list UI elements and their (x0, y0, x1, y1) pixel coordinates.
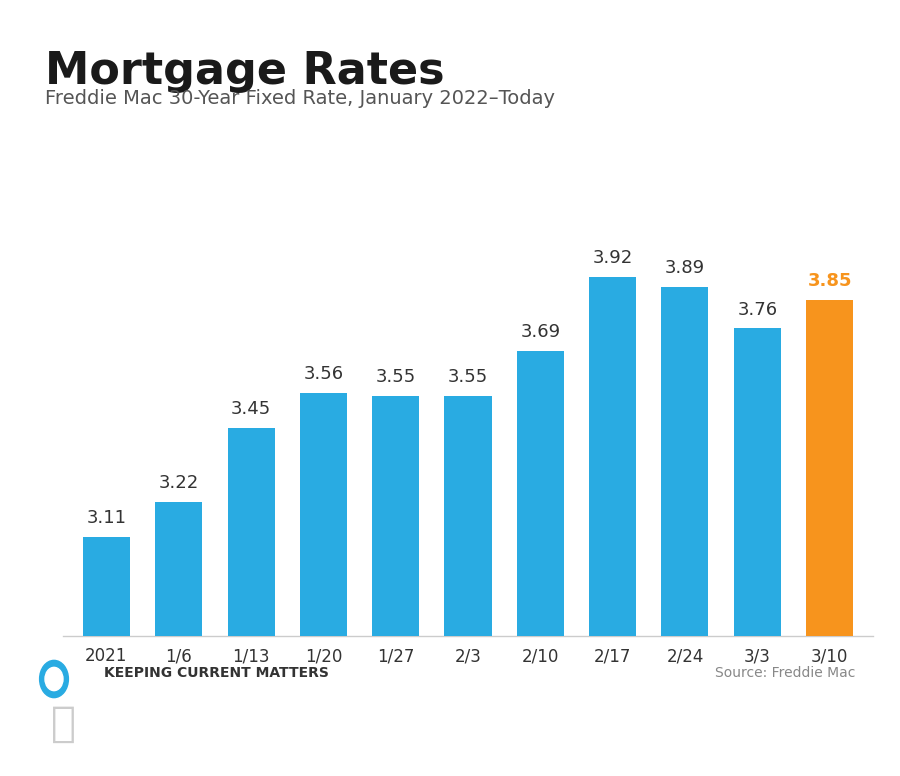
Text: www.RealtorMikeMahoney.com: www.RealtorMikeMahoney.com (392, 726, 648, 745)
Bar (734, 328, 781, 776)
Bar (373, 396, 419, 776)
Text: 👤: 👤 (50, 702, 76, 745)
Bar (806, 300, 853, 776)
Text: Freddie Mac 30-Year Fixed Rate, January 2022–Today: Freddie Mac 30-Year Fixed Rate, January … (45, 89, 555, 108)
Text: 3.89: 3.89 (665, 259, 705, 277)
Text: 3.85: 3.85 (807, 272, 852, 290)
Text: Century 21: Century 21 (158, 726, 250, 745)
Text: 3.69: 3.69 (520, 324, 561, 341)
Text: 3.56: 3.56 (303, 365, 344, 383)
Text: 3.11: 3.11 (86, 509, 126, 527)
Circle shape (45, 667, 63, 691)
Circle shape (40, 660, 68, 698)
Bar (662, 286, 708, 776)
Text: 3.92: 3.92 (592, 249, 633, 268)
Text: 3.76: 3.76 (737, 301, 778, 319)
Text: 3.55: 3.55 (375, 368, 416, 386)
Text: 3.22: 3.22 (158, 474, 199, 492)
Text: KEEPING CURRENT MATTERS: KEEPING CURRENT MATTERS (104, 666, 328, 680)
Bar (517, 351, 563, 776)
Text: Source: Freddie Mac: Source: Freddie Mac (715, 666, 855, 680)
Bar (155, 501, 202, 776)
Text: Michael Mahoney: Michael Mahoney (158, 701, 302, 719)
Polygon shape (770, 688, 814, 759)
Text: Mortgage Rates: Mortgage Rates (45, 50, 445, 93)
Bar (300, 393, 346, 776)
Text: 3.45: 3.45 (231, 400, 271, 418)
Bar (590, 277, 636, 776)
Bar (83, 537, 130, 776)
Bar (445, 396, 491, 776)
Text: (617) 615-9435: (617) 615-9435 (518, 701, 648, 719)
Text: 3.55: 3.55 (448, 368, 488, 386)
Bar (228, 428, 274, 776)
